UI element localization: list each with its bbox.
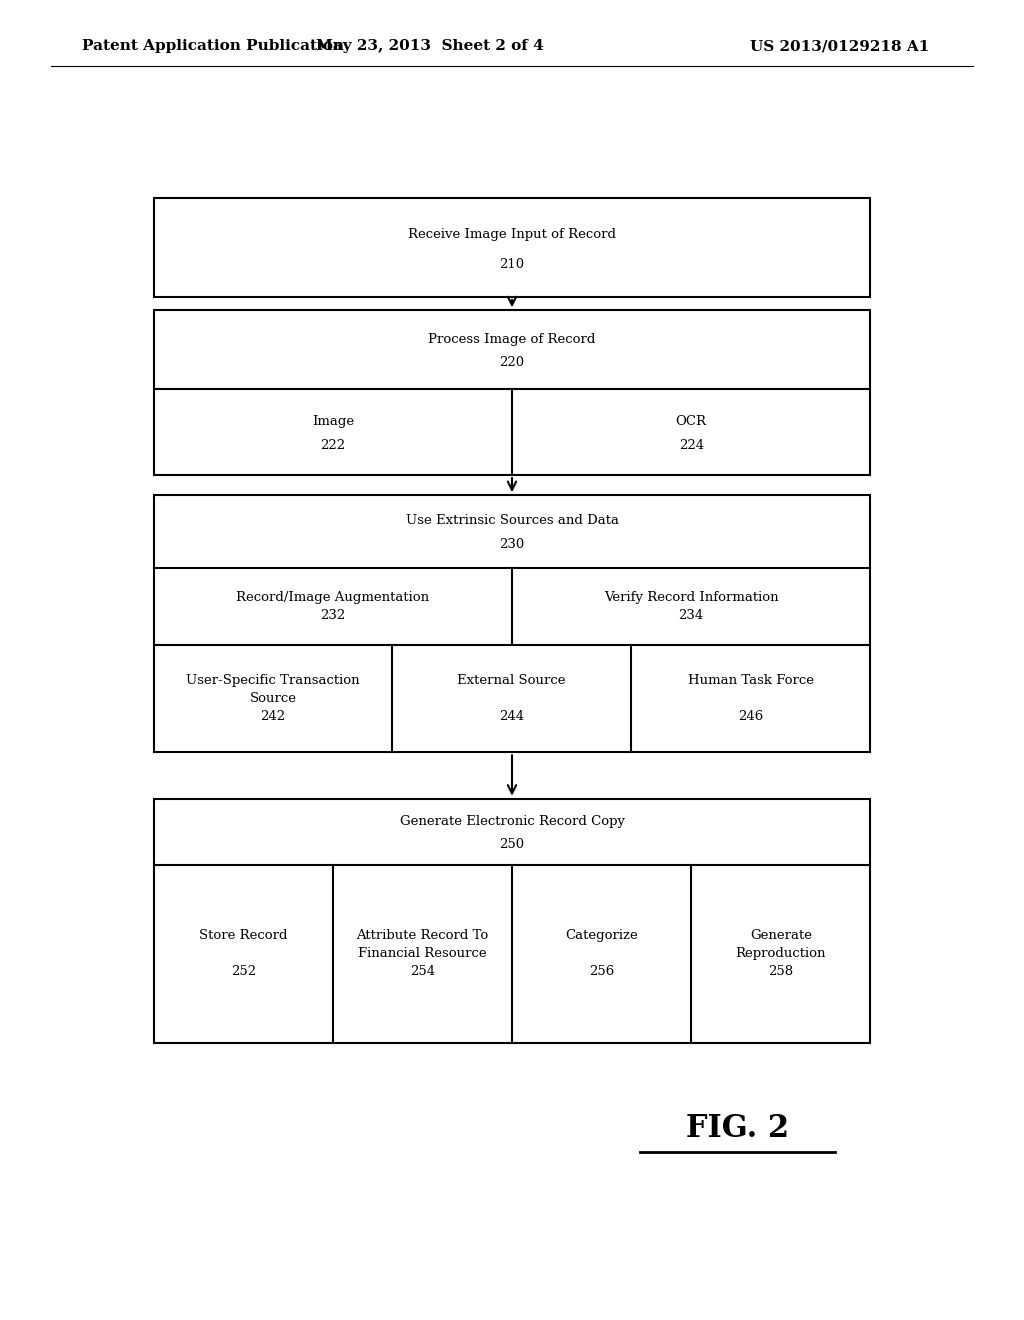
Text: US 2013/0129218 A1: US 2013/0129218 A1 [750,40,930,53]
FancyBboxPatch shape [154,495,870,752]
Text: Generate Electronic Record Copy: Generate Electronic Record Copy [399,814,625,828]
Text: Receive Image Input of Record: Receive Image Input of Record [408,228,616,240]
Text: FIG. 2: FIG. 2 [686,1113,788,1144]
Text: Verify Record Information
234: Verify Record Information 234 [604,591,778,622]
Text: 224: 224 [679,440,703,451]
Text: Patent Application Publication: Patent Application Publication [82,40,344,53]
Text: 220: 220 [500,356,524,370]
Text: User-Specific Transaction
Source
242: User-Specific Transaction Source 242 [186,675,359,723]
Text: Store Record

252: Store Record 252 [199,929,288,978]
Text: OCR: OCR [676,416,707,428]
Text: External Source

244: External Source 244 [458,675,566,723]
FancyBboxPatch shape [154,198,870,297]
Text: Generate
Reproduction
258: Generate Reproduction 258 [735,929,826,978]
Text: 222: 222 [321,440,345,451]
Text: May 23, 2013  Sheet 2 of 4: May 23, 2013 Sheet 2 of 4 [316,40,544,53]
Text: Categorize

256: Categorize 256 [565,929,638,978]
FancyBboxPatch shape [154,310,870,475]
FancyBboxPatch shape [154,799,870,1043]
Text: Attribute Record To
Financial Resource
254: Attribute Record To Financial Resource 2… [356,929,488,978]
Text: Process Image of Record: Process Image of Record [428,333,596,346]
Text: 210: 210 [500,259,524,271]
Text: Use Extrinsic Sources and Data: Use Extrinsic Sources and Data [406,515,618,527]
Text: Record/Image Augmentation
232: Record/Image Augmentation 232 [237,591,429,622]
Text: 230: 230 [500,539,524,550]
Text: Human Task Force

246: Human Task Force 246 [688,675,814,723]
Text: Image: Image [311,416,354,428]
Text: 250: 250 [500,838,524,851]
